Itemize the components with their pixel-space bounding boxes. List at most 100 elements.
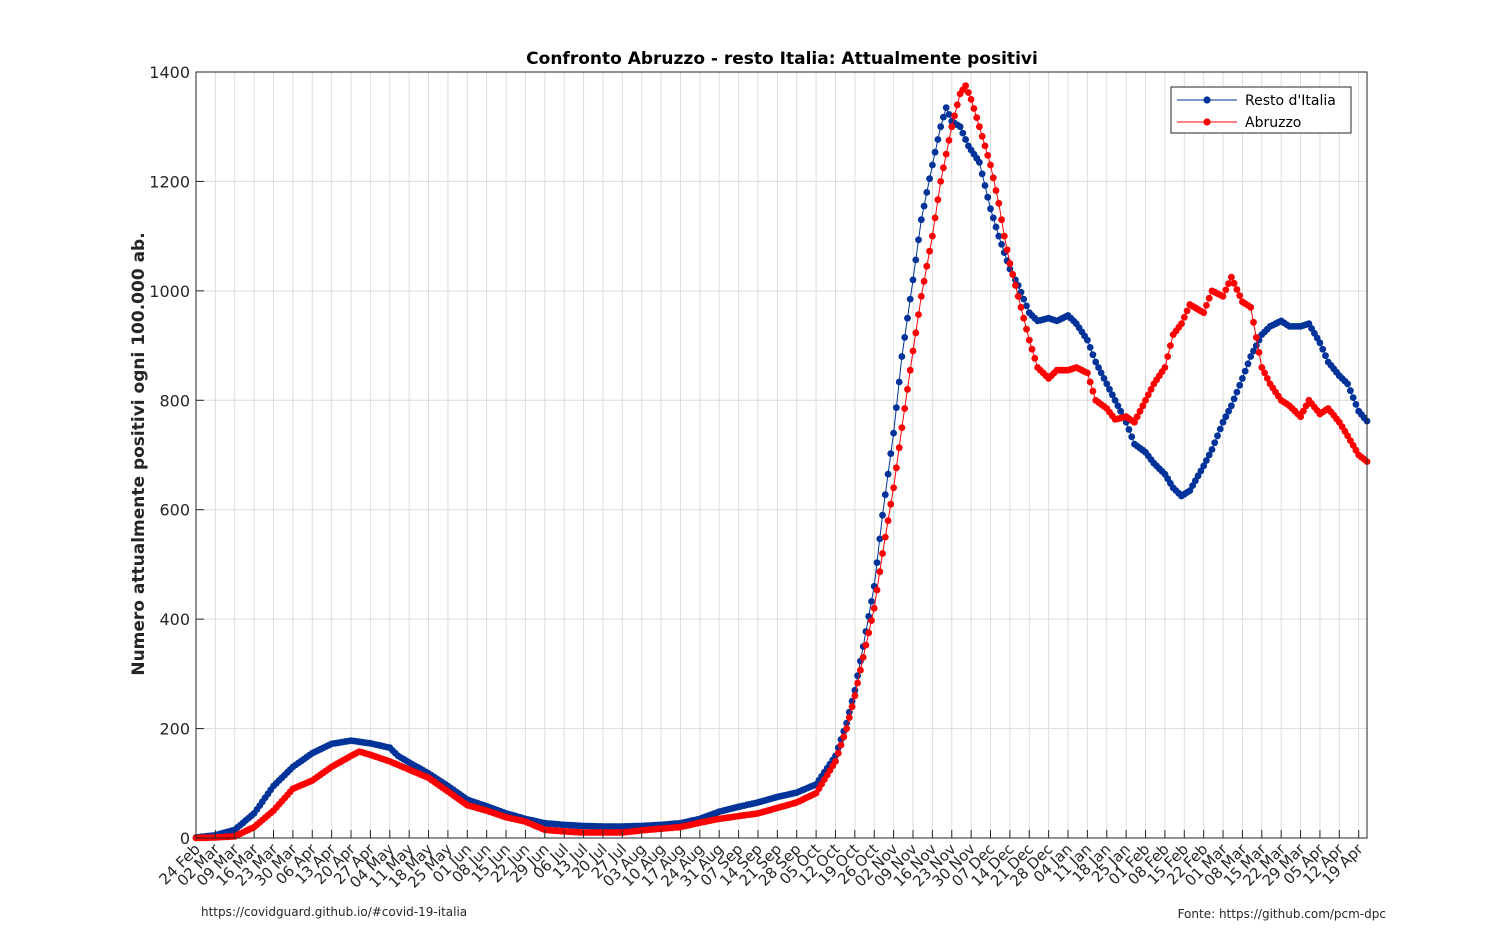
data-point [981, 142, 989, 150]
data-point [1117, 407, 1124, 415]
data-point [1106, 385, 1113, 393]
data-point [1028, 345, 1036, 353]
series-resto-italia [192, 104, 1371, 841]
data-point [1178, 320, 1185, 328]
source-link-left[interactable]: https://covidguard.github.io/#covid-19-i… [201, 905, 468, 919]
series-layer [192, 82, 1371, 842]
data-point [1219, 418, 1227, 426]
data-point [967, 96, 975, 103]
legend-label-abruzzo: Abruzzo [1245, 115, 1301, 131]
data-point [845, 714, 853, 721]
data-point [962, 82, 969, 90]
data-point [929, 161, 936, 169]
data-point [879, 550, 886, 557]
data-point [989, 174, 997, 182]
data-point [984, 152, 992, 159]
data-point [1136, 407, 1144, 415]
data-point [840, 733, 848, 741]
data-point [951, 112, 958, 120]
data-point [1006, 260, 1014, 267]
source-credit-right: Fonte: https://github.com/pcm-dpc [1177, 907, 1386, 921]
legend-marker-abruzzo [1203, 118, 1211, 126]
data-point [940, 113, 947, 121]
data-point [942, 104, 950, 111]
data-point [1009, 271, 1017, 278]
data-point [890, 429, 897, 437]
data-point [1225, 407, 1232, 415]
data-point [1247, 353, 1255, 360]
data-point [1089, 351, 1097, 359]
data-point [1114, 402, 1122, 410]
data-point [934, 196, 942, 204]
legend-marker-resto [1203, 96, 1211, 104]
y-tick-label: 200 [159, 720, 190, 739]
data-point [926, 247, 933, 255]
data-point [893, 464, 900, 472]
plot-frame [195, 71, 1368, 839]
data-point [1236, 381, 1244, 389]
data-point [1349, 394, 1357, 401]
data-point [1164, 353, 1172, 360]
data-point [1222, 286, 1230, 294]
y-tick-label: 1000 [149, 282, 190, 301]
y-axis-ticks: 0 200 400 600 800 1000 1200 1400 [149, 63, 204, 848]
data-point [915, 311, 922, 318]
data-point [1025, 336, 1033, 344]
data-point [906, 366, 914, 374]
data-point [987, 161, 994, 169]
data-point [1086, 344, 1094, 351]
data-point [887, 500, 895, 508]
data-point [1316, 339, 1324, 347]
data-point [915, 236, 922, 244]
data-point [1233, 286, 1241, 293]
data-point [931, 148, 939, 156]
data-point [1180, 313, 1188, 321]
data-point [859, 654, 867, 661]
data-point [978, 170, 986, 178]
data-point [976, 158, 983, 166]
data-point [1239, 375, 1246, 382]
data-point [1200, 309, 1208, 317]
data-point [959, 129, 967, 137]
data-point [876, 568, 884, 576]
data-point [909, 276, 917, 284]
data-point [937, 123, 945, 131]
data-point [873, 586, 881, 594]
data-point [931, 214, 939, 222]
legend-label-resto: Resto d'Italia [1245, 93, 1336, 109]
data-point [1297, 413, 1304, 421]
legend: Resto d'Italia Abruzzo [1170, 86, 1352, 134]
data-point [956, 123, 964, 131]
data-point [1250, 347, 1257, 355]
data-point [868, 617, 875, 624]
data-point [1144, 391, 1152, 399]
data-point [923, 262, 931, 270]
data-point [940, 164, 947, 172]
data-point [851, 692, 859, 700]
data-point [834, 749, 842, 757]
data-point [1108, 391, 1116, 399]
data-point [857, 666, 864, 674]
data-point [1100, 375, 1108, 382]
data-point [832, 758, 839, 765]
data-point [876, 535, 884, 543]
data-point [1233, 388, 1241, 396]
data-point [978, 132, 986, 140]
data-point [942, 150, 950, 158]
data-point [1225, 280, 1232, 287]
data-point [1302, 402, 1310, 410]
data-point [884, 517, 892, 525]
y-tick-label: 400 [159, 610, 190, 629]
data-point [909, 347, 917, 355]
y-tick-label: 600 [159, 501, 190, 520]
data-point [984, 193, 992, 201]
data-point [873, 559, 881, 566]
data-point [901, 334, 909, 341]
data-point [973, 114, 981, 121]
data-point [1208, 446, 1216, 453]
data-point [1012, 282, 1019, 289]
data-point [1247, 303, 1255, 311]
data-point [1161, 364, 1169, 371]
data-point [1031, 354, 1039, 362]
